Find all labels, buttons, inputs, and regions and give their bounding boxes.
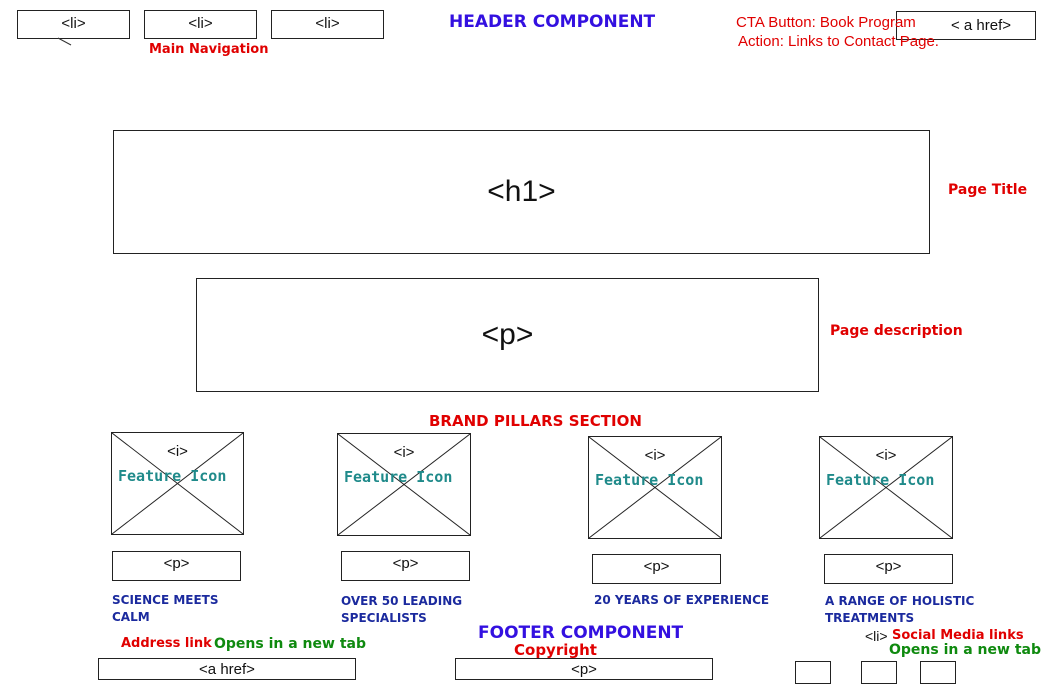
main-navigation-note: Main Navigation xyxy=(149,42,269,57)
pillar-3-feature-icon: <i> Feature Icon xyxy=(588,436,722,539)
copyright-paragraph: <p> xyxy=(455,658,713,680)
brand-pillars-title: BRAND PILLARS SECTION xyxy=(429,412,642,430)
pillar-4-p-tag: <p> xyxy=(875,558,902,575)
pillar-3-p-tag: <p> xyxy=(643,558,670,575)
nav-item-3[interactable]: <li> xyxy=(271,10,384,39)
pillar-1-icon-tag: <i> xyxy=(167,443,188,460)
pillar-2-text: OVER 50 LEADING SPECIALISTS xyxy=(341,594,463,626)
pillar-4-icon-label: Feature Icon xyxy=(826,471,935,489)
pillar-4-feature-icon: <i> Feature Icon xyxy=(819,436,953,539)
placeholder-cross-icon xyxy=(338,434,470,535)
address-link[interactable]: <a href> xyxy=(98,658,356,680)
cta-note-line1: CTA Button: Book Program xyxy=(736,14,916,31)
pillar-4-icon-tag: <i> xyxy=(875,447,897,464)
header-component-title: HEADER COMPONENT xyxy=(449,12,656,32)
footer-component-title: FOOTER COMPONENT xyxy=(478,623,684,643)
social-media-note: Social Media links xyxy=(892,628,1024,643)
pillar-1-text: SCIENCE MEETS CALM xyxy=(112,593,219,625)
nav-item-1[interactable]: <li> xyxy=(17,10,130,39)
pillar-3-icon-tag: <i> xyxy=(644,447,666,464)
pillar-3-text: 20 YEARS OF EXPERIENCE xyxy=(594,593,770,607)
pillar-2-icon-label: Feature Icon xyxy=(344,468,453,486)
pillar-1-p-tag: <p> xyxy=(163,555,190,572)
pillar-2-paragraph: <p> xyxy=(341,551,470,581)
pillar-2-p-tag: <p> xyxy=(392,555,419,572)
address-new-tab-note: Opens in a new tab xyxy=(214,636,366,652)
address-link-note: Address link xyxy=(121,636,212,651)
nav-item-1-tag: <li> xyxy=(61,15,86,32)
pillar-1-paragraph: <p> xyxy=(112,551,241,581)
pillar-2-icon-tag: <i> xyxy=(393,444,415,461)
copyright-tag: <p> xyxy=(571,660,597,678)
pillar-4-paragraph: <p> xyxy=(824,554,953,584)
pillar-2-feature-icon: <i> Feature Icon xyxy=(337,433,471,536)
page-description-note: Page description xyxy=(830,323,963,339)
social-li-tag: <li> xyxy=(865,628,888,644)
social-link-1[interactable] xyxy=(795,661,831,684)
placeholder-cross-icon xyxy=(112,433,243,534)
pillar-1-icon-label: Feature Icon xyxy=(118,467,227,485)
cta-button-tag: < a href> xyxy=(950,17,1012,34)
pillar-1-feature-icon: <i> Feature Icon xyxy=(111,432,244,535)
page-description-block: <p> xyxy=(196,278,819,392)
pillar-3-icon-label: Feature Icon xyxy=(595,471,704,489)
social-link-3[interactable] xyxy=(920,661,956,684)
cta-button[interactable]: < a href> xyxy=(896,11,1036,40)
placeholder-cross-icon xyxy=(820,437,952,538)
page-title-block: <h1> xyxy=(113,130,930,254)
nav-stroke-mark xyxy=(57,37,72,46)
nav-item-2-tag: <li> xyxy=(188,15,213,32)
placeholder-cross-icon xyxy=(589,437,721,538)
cta-note-line2: Action: Links to Contact Page. xyxy=(738,33,939,50)
page-title-tag: <h1> xyxy=(487,175,556,208)
page-title-note: Page Title xyxy=(948,182,1028,198)
copyright-note: Copyright xyxy=(514,641,597,659)
pillar-3-paragraph: <p> xyxy=(592,554,721,584)
social-new-tab-note: Opens in a new tab xyxy=(889,642,1041,658)
address-link-tag: <a href> xyxy=(199,660,255,678)
social-link-2[interactable] xyxy=(861,661,897,684)
nav-item-2[interactable]: <li> xyxy=(144,10,257,39)
nav-item-3-tag: <li> xyxy=(315,15,340,32)
page-description-tag: <p> xyxy=(481,318,534,351)
pillar-4-text: A RANGE OF HOLISTIC TREATMENTS xyxy=(825,594,975,626)
